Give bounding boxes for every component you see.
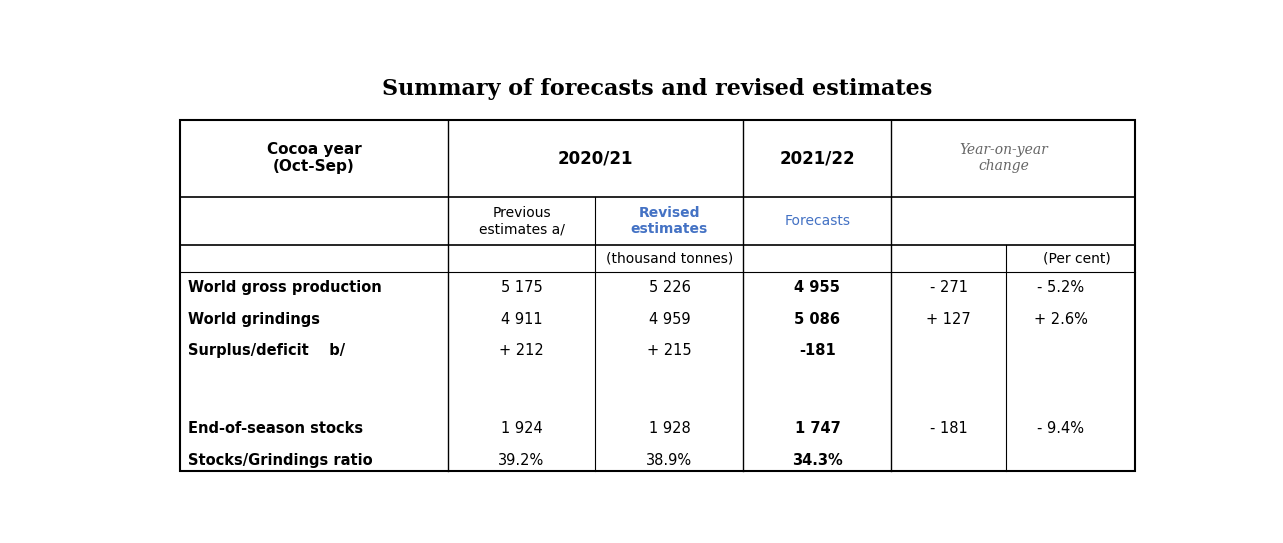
Text: World gross production: World gross production <box>189 280 382 295</box>
Text: - 271: - 271 <box>930 280 967 295</box>
Text: - 9.4%: - 9.4% <box>1038 421 1084 437</box>
Text: 34.3%: 34.3% <box>792 453 843 468</box>
Text: 5 226: 5 226 <box>648 280 690 295</box>
Text: 1 928: 1 928 <box>649 421 690 437</box>
Text: 4 955: 4 955 <box>794 280 840 295</box>
Text: 5 175: 5 175 <box>500 280 543 295</box>
Text: (Per cent): (Per cent) <box>1043 251 1111 266</box>
Text: (thousand tonnes): (thousand tonnes) <box>606 251 733 266</box>
Text: 2021/22: 2021/22 <box>780 149 856 167</box>
Text: + 215: + 215 <box>647 343 692 358</box>
Text: + 127: + 127 <box>926 312 971 327</box>
Text: Stocks/Grindings ratio: Stocks/Grindings ratio <box>189 453 373 468</box>
Text: 4 959: 4 959 <box>649 312 690 327</box>
Text: 1 924: 1 924 <box>500 421 543 437</box>
Text: + 2.6%: + 2.6% <box>1034 312 1088 327</box>
Text: 5 086: 5 086 <box>794 312 840 327</box>
Text: 2020/21: 2020/21 <box>558 149 634 167</box>
Text: 1 747: 1 747 <box>794 421 840 437</box>
Text: 4 911: 4 911 <box>500 312 543 327</box>
Text: 39.2%: 39.2% <box>498 453 545 468</box>
Text: End-of-season stocks: End-of-season stocks <box>189 421 363 437</box>
Text: - 5.2%: - 5.2% <box>1037 280 1084 295</box>
Text: Surplus/deficit    b/: Surplus/deficit b/ <box>189 343 345 358</box>
Text: Summary of forecasts and revised estimates: Summary of forecasts and revised estimat… <box>382 78 933 100</box>
Text: World grindings: World grindings <box>189 312 321 327</box>
Text: Cocoa year
(Oct-Sep): Cocoa year (Oct-Sep) <box>267 142 362 174</box>
Text: Year-on-year
change: Year-on-year change <box>960 143 1048 173</box>
Text: - 181: - 181 <box>930 421 967 437</box>
Text: 38.9%: 38.9% <box>647 453 693 468</box>
Text: + 212: + 212 <box>499 343 544 358</box>
Text: Forecasts: Forecasts <box>784 214 851 228</box>
Text: Revised
estimates: Revised estimates <box>631 206 708 236</box>
Text: Previous
estimates a/: Previous estimates a/ <box>479 206 565 236</box>
Text: -181: -181 <box>799 343 835 358</box>
